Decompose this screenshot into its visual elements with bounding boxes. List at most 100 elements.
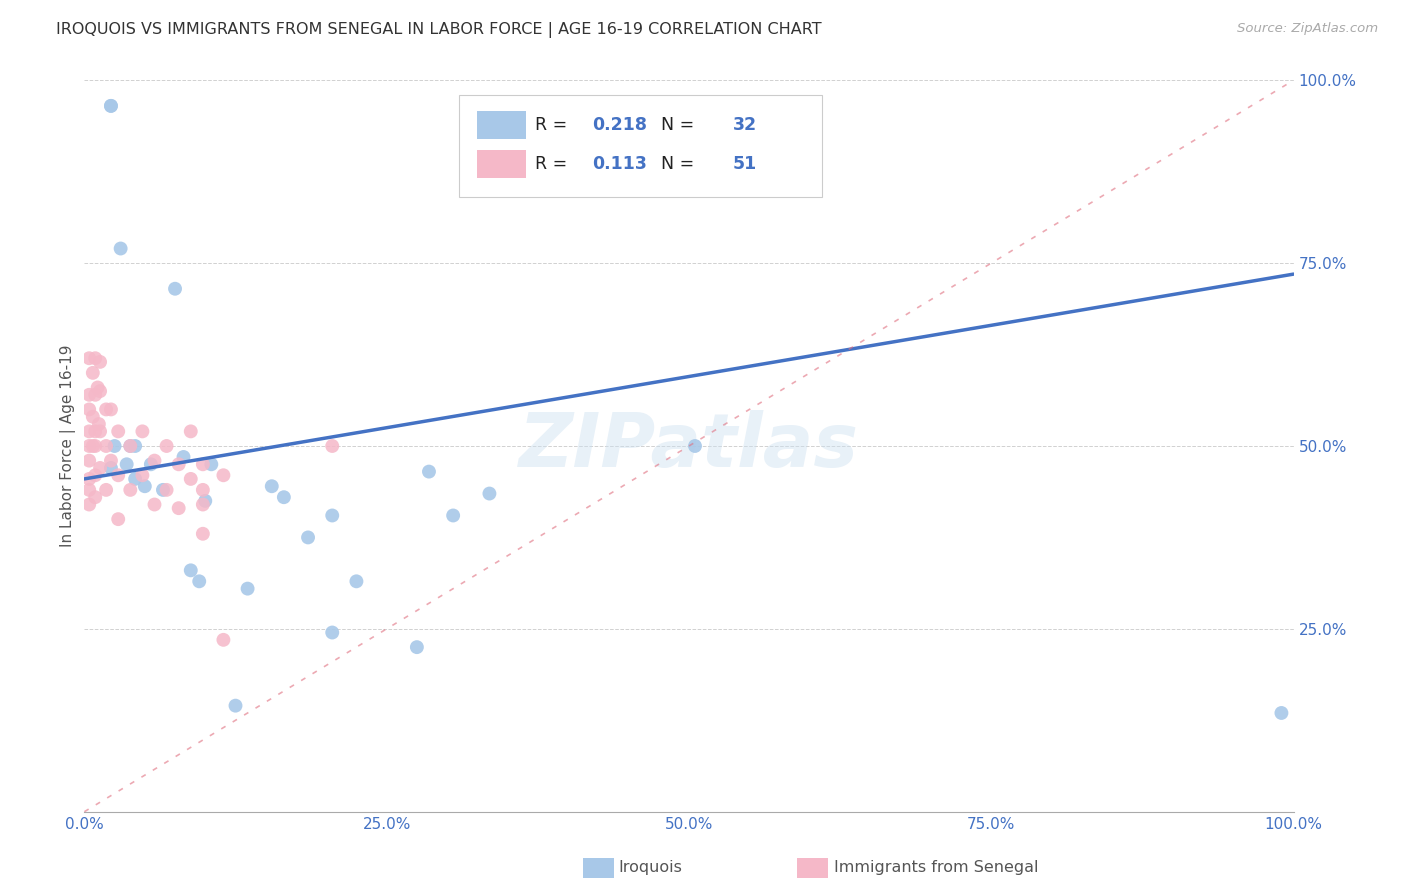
Point [100,461,122,475]
Point [94,439,117,453]
Point [188,574,211,589]
Point [100,402,122,417]
Text: R =: R = [536,154,574,173]
Point [84,425,107,439]
Point [84,490,107,504]
Point [89,461,111,475]
Text: N =: N = [650,154,700,173]
Point [77,388,100,402]
Point [212,468,235,483]
Text: 32: 32 [733,116,756,134]
Point [155,439,177,453]
Point [82,409,104,424]
Point [321,439,343,453]
Text: Source: ZipAtlas.com: Source: ZipAtlas.com [1237,22,1378,36]
Point [134,479,156,493]
Point [478,486,501,500]
Point [107,468,129,483]
Point [152,483,174,497]
Point [89,425,111,439]
Point [115,458,138,472]
Point [297,530,319,544]
Text: N =: N = [650,116,700,134]
Text: ZIPatlas: ZIPatlas [519,409,859,483]
Point [87,417,110,431]
Point [100,453,122,467]
Text: Iroquois: Iroquois [619,861,682,875]
Y-axis label: In Labor Force | Age 16-19: In Labor Force | Age 16-19 [60,344,76,548]
Point [167,458,190,472]
Point [346,574,368,589]
Text: 51: 51 [733,154,756,173]
Point [100,99,122,113]
Point [82,439,104,453]
Point [683,439,706,453]
Point [77,472,100,486]
Point [77,351,100,366]
Point [94,402,117,417]
Point [173,450,195,464]
Point [84,439,107,453]
Point [77,453,100,467]
Point [77,498,100,512]
Point [191,498,214,512]
Point [107,512,129,526]
Text: 0.218: 0.218 [592,116,647,134]
Point [89,355,111,369]
Point [260,479,283,493]
Point [236,582,259,596]
Point [180,563,202,577]
Point [165,282,187,296]
Point [139,458,162,472]
Point [225,698,247,713]
Text: IROQUOIS VS IMMIGRANTS FROM SENEGAL IN LABOR FORCE | AGE 16-19 CORRELATION CHART: IROQUOIS VS IMMIGRANTS FROM SENEGAL IN L… [56,22,823,38]
Point [120,439,142,453]
Point [131,425,153,439]
Point [124,439,146,453]
Point [94,483,117,497]
Point [77,402,100,417]
Point [131,468,153,483]
Point [104,439,127,453]
Point [100,99,122,113]
Point [143,498,166,512]
Point [155,483,177,497]
Point [84,351,107,366]
Point [1270,706,1292,720]
Point [77,483,100,497]
Point [321,508,343,523]
Point [406,640,429,655]
Point [124,472,146,486]
Point [191,458,214,472]
Text: Immigrants from Senegal: Immigrants from Senegal [834,861,1038,875]
Point [120,483,142,497]
Point [110,242,132,256]
Point [167,501,190,516]
Point [89,384,111,399]
Point [321,625,343,640]
Point [77,425,100,439]
FancyBboxPatch shape [460,95,823,197]
Point [84,388,107,402]
Point [191,483,214,497]
Point [418,465,440,479]
Point [212,632,235,647]
Point [273,490,295,504]
Point [120,439,142,453]
Point [82,366,104,380]
Point [180,425,202,439]
Text: R =: R = [536,116,574,134]
Point [143,453,166,467]
Point [84,468,107,483]
Point [86,380,108,394]
Point [107,425,129,439]
Point [180,472,202,486]
Point [200,458,222,472]
FancyBboxPatch shape [478,150,526,178]
FancyBboxPatch shape [478,111,526,139]
Text: 0.113: 0.113 [592,154,647,173]
Point [77,439,100,453]
Point [194,494,217,508]
Point [441,508,464,523]
Point [191,526,214,541]
